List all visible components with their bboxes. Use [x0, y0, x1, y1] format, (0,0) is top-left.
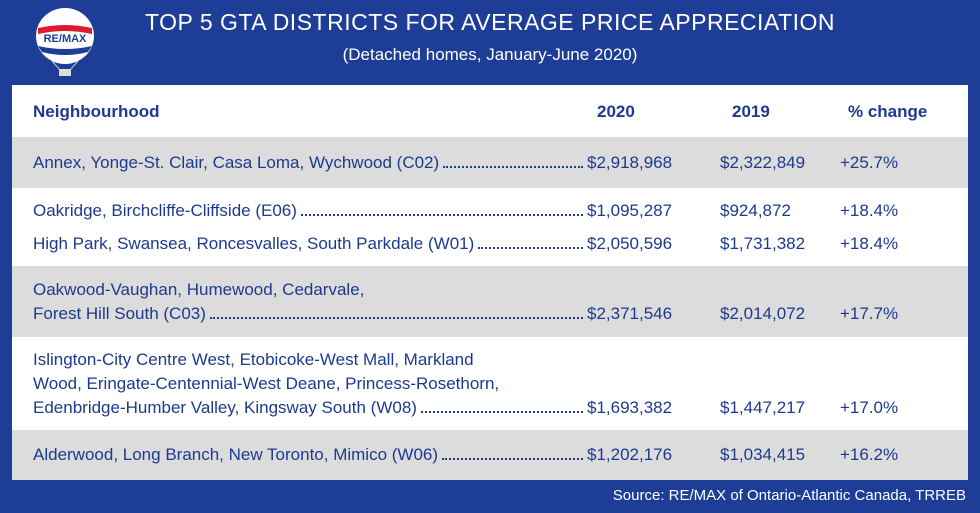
- subtitle: (Detached homes, January-June 2020): [342, 45, 638, 64]
- dot-leader: [300, 199, 583, 216]
- price-2020: $2,918,968: [587, 152, 673, 172]
- name-text: Edenbridge-Humber Valley, Kingsway South…: [33, 397, 417, 417]
- dot-leader: [420, 396, 583, 413]
- percent-change: +17.7%: [840, 303, 899, 323]
- name-line: High Park, Swansea, Roncesvalles, South …: [33, 232, 587, 256]
- row-group: Alderwood, Long Branch, New Toronto, Mim…: [12, 430, 968, 480]
- row: High Park, Swansea, Roncesvalles, South …: [12, 232, 968, 256]
- stripe-blue: [38, 46, 92, 55]
- name-text: Forest Hill South (C03): [33, 303, 206, 323]
- name-line: Oakridge, Birchcliffe-Cliffside (E06): [33, 199, 587, 223]
- neighbourhood: Alderwood, Long Branch, New Toronto, Mim…: [12, 443, 587, 467]
- name-line: Islington-City Centre West, Etobicoke-We…: [33, 348, 587, 372]
- price-2020: $2,371,546: [587, 303, 673, 323]
- neighbourhood: Oakwood-Vaughan, Humewood, Cedarvale, For…: [12, 278, 587, 326]
- percent-change: +18.4%: [840, 200, 899, 220]
- percent-change: +18.4%: [840, 233, 899, 253]
- logo-text: RE/MAX: [44, 33, 87, 45]
- source: Source: RE/MAX of Ontario-Atlantic Canad…: [612, 487, 966, 504]
- price-2020: $1,095,287: [587, 200, 673, 220]
- price-2020: $1,202,176: [587, 445, 673, 464]
- name-text: Islington-City Centre West, Etobicoke-We…: [33, 349, 474, 369]
- name-text: Wood, Eringate-Centennial-West Deane, Pr…: [33, 373, 500, 393]
- price-2020: $1,693,382: [587, 397, 673, 417]
- basket: [59, 69, 71, 76]
- name-line: Annex, Yonge-St. Clair, Casa Loma, Wychw…: [33, 151, 587, 175]
- neighbourhood: High Park, Swansea, Roncesvalles, South …: [12, 232, 587, 256]
- row-group: Islington-City Centre West, Etobicoke-We…: [12, 337, 968, 430]
- name-text: Annex, Yonge-St. Clair, Casa Loma, Wychw…: [33, 152, 440, 172]
- row-group: Oakwood-Vaughan, Humewood, Cedarvale, For…: [12, 266, 968, 337]
- name-line: Forest Hill South (C03): [33, 302, 587, 326]
- table: Neighbourhood 2020 2019 % change Annex, Yon…: [12, 85, 968, 480]
- logo: RE/MAX: [36, 8, 94, 76]
- column-header: 2019: [732, 102, 770, 121]
- name-line: Oakwood-Vaughan, Humewood, Cedarvale,: [33, 278, 587, 302]
- price-2019: $924,872: [720, 200, 791, 220]
- dot-leader: [442, 443, 583, 460]
- column-header: Neighbourhood: [33, 102, 160, 121]
- row: Oakwood-Vaughan, Humewood, Cedarvale, For…: [12, 278, 968, 326]
- name-text: Oakwood-Vaughan, Humewood, Cedarvale,: [33, 279, 365, 299]
- stripe-red: [38, 25, 92, 34]
- dot-leader: [209, 302, 583, 319]
- price-2020: $2,050,596: [587, 233, 673, 253]
- name-line: Wood, Eringate-Centennial-West Deane, Pr…: [33, 372, 587, 396]
- header-row: Neighbourhood 2020 2019 % change: [12, 85, 968, 137]
- percent-change: +16.2%: [840, 445, 899, 464]
- price-2019: $2,322,849: [720, 152, 806, 172]
- neighbourhood: Oakridge, Birchcliffe-Cliffside (E06): [12, 199, 587, 223]
- price-2019: $2,014,072: [720, 303, 806, 323]
- title: TOP 5 GTA DISTRICTS FOR AVERAGE PRICE AP…: [144, 9, 835, 35]
- name-text: High Park, Swansea, Roncesvalles, South …: [33, 233, 475, 253]
- dot-leader: [443, 151, 583, 168]
- dot-leader: [478, 232, 583, 249]
- row: Oakridge, Birchcliffe-Cliffside (E06) $1,…: [12, 199, 968, 223]
- column-header: 2020: [597, 102, 635, 121]
- neighbourhood: Islington-City Centre West, Etobicoke-We…: [12, 348, 587, 420]
- row-group: Annex, Yonge-St. Clair, Casa Loma, Wychw…: [12, 137, 968, 188]
- column-header: % change: [848, 102, 928, 121]
- price-2019: $1,447,217: [720, 397, 806, 417]
- price-2019: $1,731,382: [720, 233, 806, 253]
- neighbourhood: Annex, Yonge-St. Clair, Casa Loma, Wychw…: [12, 151, 587, 175]
- percent-change: +25.7%: [840, 152, 899, 172]
- name-text: Alderwood, Long Branch, New Toronto, Mim…: [33, 445, 439, 464]
- row: Annex, Yonge-St. Clair, Casa Loma, Wychw…: [12, 151, 968, 175]
- name-line: Alderwood, Long Branch, New Toronto, Mim…: [33, 443, 587, 467]
- row-group: Oakridge, Birchcliffe-Cliffside (E06) $1,…: [12, 188, 968, 266]
- row: Islington-City Centre West, Etobicoke-We…: [12, 348, 968, 420]
- percent-change: +17.0%: [840, 397, 899, 417]
- price-2019: $1,034,415: [720, 445, 806, 464]
- name-text: Oakridge, Birchcliffe-Cliffside (E06): [33, 200, 297, 220]
- name-line: Edenbridge-Humber Valley, Kingsway South…: [33, 396, 587, 420]
- row: Alderwood, Long Branch, New Toronto, Mim…: [12, 443, 968, 467]
